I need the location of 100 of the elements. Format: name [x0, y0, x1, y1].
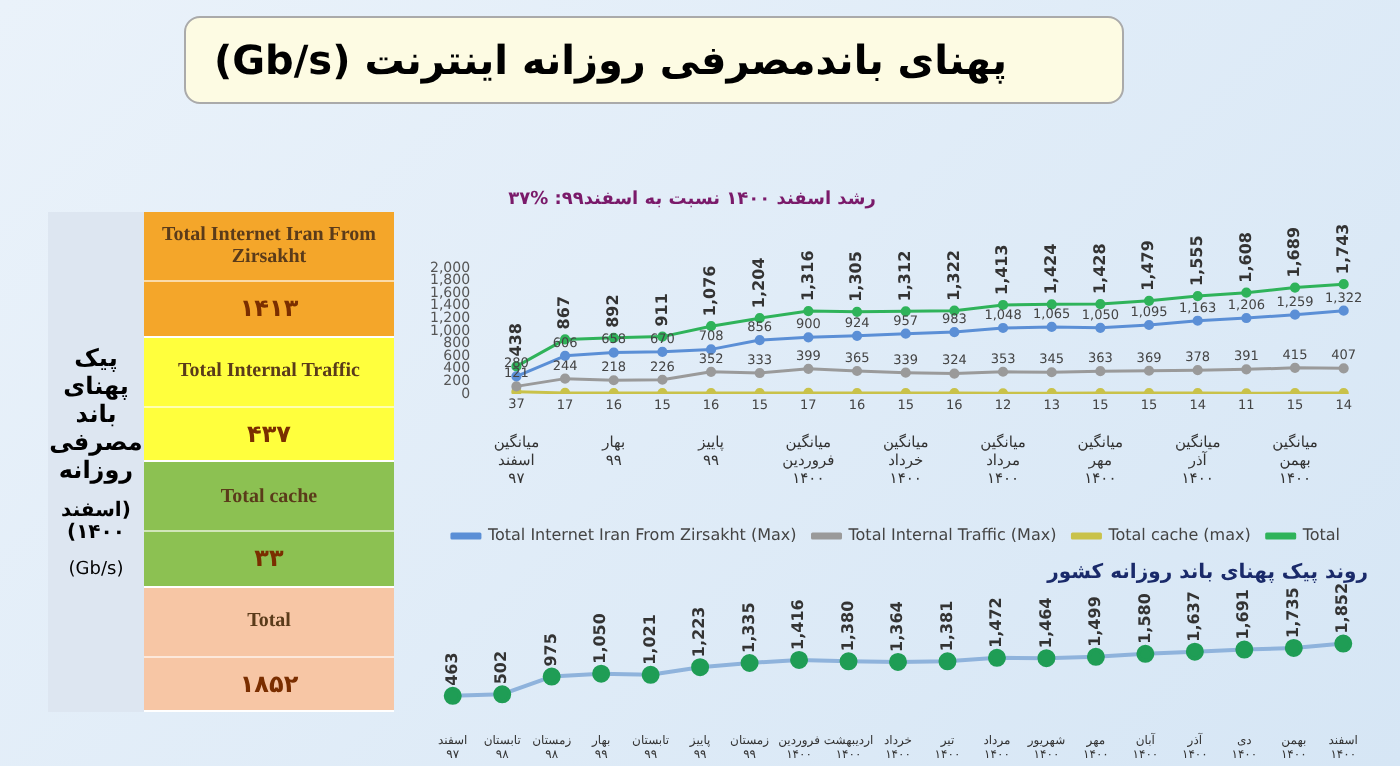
data-label: 975	[541, 632, 560, 667]
point	[1284, 638, 1303, 657]
data-label: 1,608	[1236, 231, 1255, 283]
category-label: Total	[245, 608, 293, 637]
point	[1046, 367, 1057, 378]
point	[1143, 365, 1155, 376]
category-label: Total cache	[218, 483, 320, 512]
point	[1037, 649, 1056, 668]
data-label: 1,021	[640, 613, 659, 665]
legend-label: Total Internal Traffic (Max)	[846, 526, 1057, 545]
point	[997, 366, 1009, 377]
point	[1235, 640, 1254, 659]
point	[1334, 634, 1353, 653]
point	[1338, 363, 1349, 374]
point	[803, 363, 814, 374]
data-label: 1,335	[739, 601, 758, 653]
point	[803, 332, 814, 343]
chart-title: پهنای باندمصرفی روزانه اینترنت (Gb/s)	[184, 16, 1124, 104]
point	[592, 664, 611, 683]
data-label: 1,424	[1041, 242, 1060, 295]
data-label: 1,637	[1185, 591, 1203, 642]
data-label: 1,364	[888, 600, 907, 652]
text: ۱۸۵۲	[239, 669, 299, 698]
point	[1136, 644, 1155, 663]
point	[740, 654, 759, 672]
data-label: 1,312	[895, 250, 914, 302]
legend-label: Total Internet Iran From Zirsakht (Max)	[485, 526, 797, 545]
data-label: 1,223	[690, 606, 709, 658]
point	[1289, 362, 1301, 373]
data-label: 1,076	[701, 264, 720, 317]
text: ۳۳	[254, 544, 284, 573]
point	[608, 347, 619, 358]
point	[790, 650, 809, 669]
data-label: 1,479	[1139, 239, 1158, 291]
legend-label: Total	[1300, 526, 1341, 545]
category-label: Total Internal Traffic	[176, 358, 362, 387]
point	[900, 328, 911, 339]
point	[608, 375, 619, 386]
point	[754, 334, 765, 346]
point	[705, 366, 717, 377]
data-label: 1,743	[1333, 223, 1352, 275]
point	[691, 658, 710, 677]
point	[889, 652, 907, 671]
data-label: 1,380	[838, 599, 857, 652]
data-label: 1,691	[1234, 588, 1253, 640]
text: ۱۴۱۳	[239, 294, 299, 323]
data-label: 1,472	[987, 597, 1006, 648]
data-label: 1,204	[749, 256, 768, 309]
point	[1338, 279, 1349, 290]
data-label: 1,852	[1333, 582, 1352, 634]
data-label: 502	[492, 650, 511, 685]
point	[511, 381, 522, 392]
point	[493, 685, 512, 704]
point	[754, 367, 765, 379]
point	[1289, 282, 1301, 293]
point	[1095, 298, 1106, 310]
point	[851, 365, 863, 377]
data-label: 1,322	[944, 250, 963, 301]
point	[851, 330, 863, 341]
data-label: 867	[555, 295, 574, 330]
data-label: 911	[652, 292, 671, 327]
data-label: 1,305	[847, 250, 866, 302]
point	[657, 346, 668, 357]
point	[443, 686, 462, 705]
text: ۴۳۷	[247, 419, 291, 448]
point	[1185, 642, 1204, 661]
point	[997, 322, 1009, 334]
point	[949, 326, 960, 338]
point	[641, 665, 660, 684]
point	[542, 667, 561, 686]
data-label: 1,580	[1135, 592, 1154, 644]
point	[987, 648, 1006, 667]
point	[1143, 295, 1155, 306]
chart-title: روند پیک پهنای باند روزانه کشور	[1047, 562, 1368, 584]
point	[900, 367, 911, 378]
point	[1192, 365, 1203, 376]
data-label: 1,735	[1283, 586, 1302, 638]
point	[803, 305, 814, 317]
point	[1046, 321, 1057, 333]
data-label: 1,381	[937, 599, 956, 652]
point	[1241, 287, 1252, 298]
text: پیک پهنای باند مصرفی روزانه	[48, 344, 144, 484]
data-label: 463	[442, 652, 461, 686]
data-label: 1,416	[789, 598, 808, 650]
point	[938, 652, 957, 671]
point	[1095, 322, 1106, 333]
point	[1086, 647, 1105, 666]
point	[949, 368, 960, 379]
data-label: 892	[603, 294, 622, 328]
category-label: Total Internet Iran From Zirsakht	[160, 222, 378, 273]
text: (Gb/s)	[68, 560, 124, 580]
chart-subtitle: رشد اسفند ۱۴۰۰ نسبت به اسفند۹۹: %۳۷	[506, 188, 878, 214]
data-label: 438	[506, 322, 525, 357]
point	[657, 374, 668, 385]
text: (اسفند ۱۴۰۰)	[59, 500, 133, 544]
point	[1192, 290, 1203, 302]
data-label: 1,428	[1090, 242, 1109, 295]
point	[1289, 309, 1301, 320]
point	[1241, 312, 1252, 324]
legend-label: Total cache (max)	[1106, 526, 1251, 545]
